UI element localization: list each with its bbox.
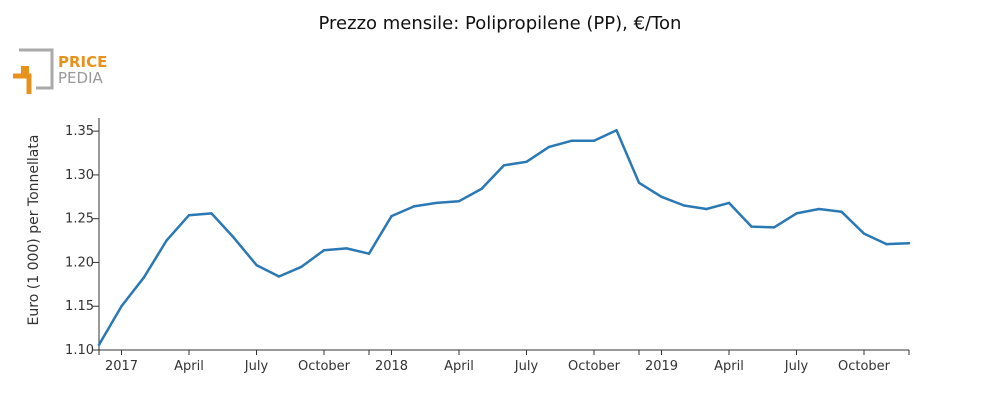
x-tick-label: July <box>514 359 539 374</box>
data-point <box>705 207 708 211</box>
data-point <box>862 232 866 235</box>
data-point <box>390 214 393 218</box>
data-point <box>727 201 731 205</box>
data-point <box>907 241 911 245</box>
data-point <box>682 204 686 207</box>
logo-text-pedia: PEDIA <box>58 69 103 87</box>
data-point <box>637 181 641 184</box>
y-tick-label: 1.15 <box>65 299 94 314</box>
data-point <box>817 207 821 211</box>
y-axis: 1.10 1.15 1.20 1.25 1.30 1.35 <box>65 118 100 358</box>
x-axis: 2017 April July October 2018 April July October… <box>98 349 910 374</box>
x-tick-label: April <box>444 359 474 374</box>
data-point <box>480 187 483 191</box>
data-point <box>322 248 326 252</box>
data-point <box>345 247 348 250</box>
data-point <box>570 139 573 142</box>
data-point <box>547 145 551 149</box>
data-point <box>435 201 438 205</box>
logo-frame-icon <box>19 48 54 90</box>
data-point <box>412 205 416 208</box>
data-point <box>615 129 618 132</box>
data-point <box>165 239 168 242</box>
series-layer <box>97 129 911 346</box>
logo-text-price: PRICE <box>58 53 107 71</box>
chart-title: Prezzo mensile: Polipropilene (PP), €/To… <box>319 13 682 34</box>
y-tick-label: 1.30 <box>65 168 94 183</box>
data-point <box>885 242 888 246</box>
y-tick-label: 1.20 <box>65 255 94 270</box>
x-tick-label: October <box>838 359 891 374</box>
data-point <box>660 195 663 198</box>
y-tick-label: 1.10 <box>65 343 94 358</box>
x-tick-label: April <box>714 359 744 374</box>
data-point <box>210 212 213 215</box>
logo-square-icon <box>21 66 29 74</box>
x-tick-label: October <box>568 359 621 374</box>
x-tick-label: 2018 <box>375 359 408 374</box>
data-point <box>97 343 101 346</box>
data-point <box>277 275 281 278</box>
data-point <box>795 212 798 215</box>
series-line <box>97 129 911 346</box>
data-point <box>457 199 461 203</box>
x-tick-label: April <box>174 359 204 374</box>
data-point <box>367 252 371 255</box>
data-point <box>840 210 843 213</box>
y-axis-title: Euro (1 000) per Tonnellata <box>26 135 42 326</box>
data-point <box>525 160 528 163</box>
data-point <box>255 263 258 267</box>
y-tick-label: 1.35 <box>65 124 94 139</box>
data-point <box>772 226 776 229</box>
x-tick-label: October <box>298 359 351 374</box>
data-point <box>142 276 146 279</box>
data-point <box>232 236 236 240</box>
x-tick-label: 2017 <box>105 359 138 374</box>
x-tick-label: July <box>784 359 809 374</box>
x-tick-label: 2019 <box>645 359 678 374</box>
data-point <box>300 265 303 269</box>
data-point <box>592 139 596 142</box>
x-tick-label: July <box>244 359 269 374</box>
data-point <box>187 213 191 217</box>
data-point <box>750 225 753 228</box>
pricepedia-logo: PRICE PEDIA <box>13 48 107 94</box>
y-tick-label: 1.25 <box>65 212 94 227</box>
logo-bracket-icon <box>13 73 32 94</box>
data-point <box>502 164 506 167</box>
data-point <box>120 305 123 308</box>
